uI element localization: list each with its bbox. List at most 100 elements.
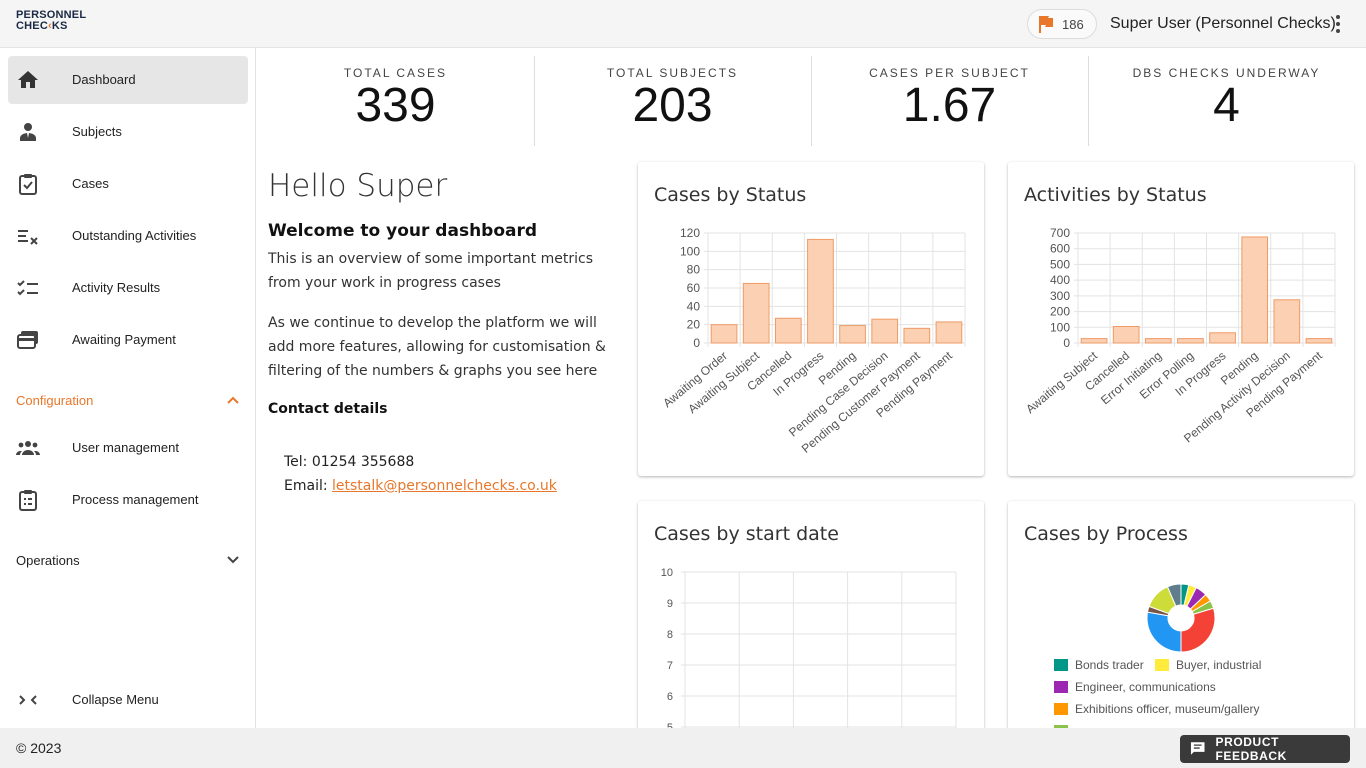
sidebar-item-outstanding-activities[interactable]: Outstanding Activities (8, 212, 248, 260)
notifications-chip[interactable]: 186 (1027, 9, 1097, 39)
collapse-arrows-icon (19, 695, 37, 705)
cases-by-process-card: Cases by Process Bonds trader Buyer, indu… (1008, 501, 1354, 741)
footer: © 2023 (0, 728, 1366, 768)
bar (807, 238, 834, 344)
stat-total-subjects: TOTAL SUBJECTS 203 (534, 56, 811, 146)
bar (1177, 338, 1204, 344)
sidebar-item-user-management[interactable]: User management (8, 424, 248, 472)
y-tick-label: 100 (680, 244, 700, 258)
welcome-heading: Welcome to your dashboard (268, 221, 538, 241)
activities-by-status-card: Activities by Status 0 100 200 300 400 500 600… (1008, 162, 1354, 476)
y-tick-label: 100 (1050, 320, 1070, 334)
contact-heading: Contact details (268, 401, 388, 417)
stat-value: 203 (632, 79, 713, 132)
contact-email-row: Email: letstalk@personnelchecks.co.uk (284, 478, 557, 494)
payment-icon (17, 331, 38, 349)
collapse-menu-label: Collapse Menu (72, 692, 159, 707)
contact-tel: Tel: 01254 355688 (284, 454, 415, 470)
checklist-icon (17, 280, 38, 296)
bar (1080, 338, 1108, 344)
bar (742, 282, 770, 344)
y-tick-label: 0 (1063, 336, 1070, 350)
bar (1273, 299, 1301, 344)
legend-label: Engineer, communications (1075, 680, 1216, 694)
card-title: Cases by Process (1024, 523, 1188, 545)
flag-icon (1039, 16, 1053, 33)
stat-label: DBS CHECKS UNDERWAY (1132, 66, 1321, 80)
welcome-paragraph-1: This is an overview of some important me… (268, 251, 594, 291)
cases-by-status-card: Cases by Status 0 20 40 60 80 100 120 Awaiting … (638, 162, 984, 476)
sidebar-item-cases[interactable]: Cases (8, 160, 248, 208)
stat-total-cases: TOTAL CASES 339 (257, 56, 534, 146)
legend-label: Buyer, industrial (1176, 658, 1261, 672)
y-tick-label: 200 (1050, 305, 1070, 319)
stat-value: 339 (355, 79, 436, 132)
legend-swatch (1054, 681, 1068, 693)
more-vert-icon[interactable] (1330, 14, 1346, 34)
bar (839, 325, 866, 344)
sidebar-item-awaiting-payment[interactable]: Awaiting Payment (8, 316, 248, 364)
y-tick-label: 9 (667, 598, 673, 610)
home-icon (18, 71, 38, 88)
card-title: Cases by start date (654, 523, 839, 545)
sidebar-item-label: Awaiting Payment (72, 332, 176, 347)
product-feedback-button[interactable]: PRODUCT FEEDBACK (1180, 735, 1350, 763)
sidebar-item-label: Subjects (72, 124, 122, 139)
sidebar-item-subjects[interactable]: Subjects (8, 108, 248, 156)
cases-by-start-date-chart: 5678910 (661, 567, 957, 741)
operations-section-toggle[interactable]: Operations (16, 548, 240, 572)
pie-slice (1166, 583, 1182, 607)
legend-label: Bonds trader (1075, 658, 1144, 672)
person-icon (20, 123, 36, 141)
bar (935, 321, 963, 344)
welcome-paragraph-2: As we continue to develop the platform w… (268, 315, 606, 379)
sidebar-item-label: Outstanding Activities (72, 228, 197, 243)
clipboard-list-icon (19, 490, 37, 511)
y-tick-label: 300 (1050, 289, 1070, 303)
configuration-section-toggle[interactable]: Configuration (16, 388, 240, 412)
stat-divider (811, 56, 812, 146)
stat-cases-per-subject: CASES PER SUBJECT 1.67 (811, 56, 1088, 146)
contact-email-link[interactable]: letstalk@personnelchecks.co.uk (332, 478, 557, 494)
y-tick-label: 60 (687, 281, 701, 295)
pie-slice (1146, 611, 1182, 653)
card-title: Cases by Status (654, 184, 807, 206)
y-tick-label: 400 (1050, 273, 1070, 287)
y-tick-label: 0 (693, 336, 700, 350)
sidebar-item-dashboard[interactable]: Dashboard (8, 56, 248, 104)
sidebar: Dashboard Subjects Cases Outstanding Act… (0, 48, 256, 728)
stat-label: TOTAL CASES (343, 66, 448, 80)
cases-by-process-chart: Bonds trader Buyer, industrial Engineer, c… (1054, 583, 1261, 737)
bar (1112, 326, 1140, 344)
bar (1305, 338, 1333, 344)
sidebar-item-label: Cases (72, 176, 109, 191)
y-tick-label: 700 (1050, 226, 1070, 240)
checklist-x-icon (18, 230, 38, 245)
user-name[interactable]: Super User (Personnel Checks) (1110, 15, 1336, 32)
y-tick-label: 120 (680, 226, 700, 240)
bar (871, 318, 899, 344)
collapse-menu-button[interactable]: Collapse Menu (8, 676, 248, 724)
y-tick-label: 6 (667, 691, 673, 703)
copyright: © 2023 (16, 740, 62, 756)
bar (1241, 236, 1269, 344)
stat-value: 1.67 (902, 79, 997, 132)
bar (1209, 332, 1236, 344)
sidebar-item-label: Dashboard (72, 72, 136, 87)
y-tick-label: 80 (687, 263, 701, 277)
sidebar-item-process-management[interactable]: Process management (8, 476, 248, 524)
stat-value: 4 (1213, 79, 1240, 132)
y-tick-label: 40 (687, 299, 701, 313)
y-tick-label: 500 (1050, 257, 1070, 271)
top-bar: PERSONNEL CHEC‹KS 186 Super User (Person… (0, 0, 1366, 48)
bar (710, 324, 738, 344)
sidebar-item-activity-results[interactable]: Activity Results (8, 264, 248, 312)
sidebar-item-label: Activity Results (72, 280, 161, 295)
greeting-heading: Hello Super (268, 168, 448, 204)
legend-swatch (1054, 703, 1068, 715)
brand-logo[interactable]: PERSONNEL CHEC‹KS (16, 9, 87, 32)
y-tick-label: 600 (1050, 242, 1070, 256)
legend-label: Exhibitions officer, museum/gallery (1075, 702, 1260, 716)
